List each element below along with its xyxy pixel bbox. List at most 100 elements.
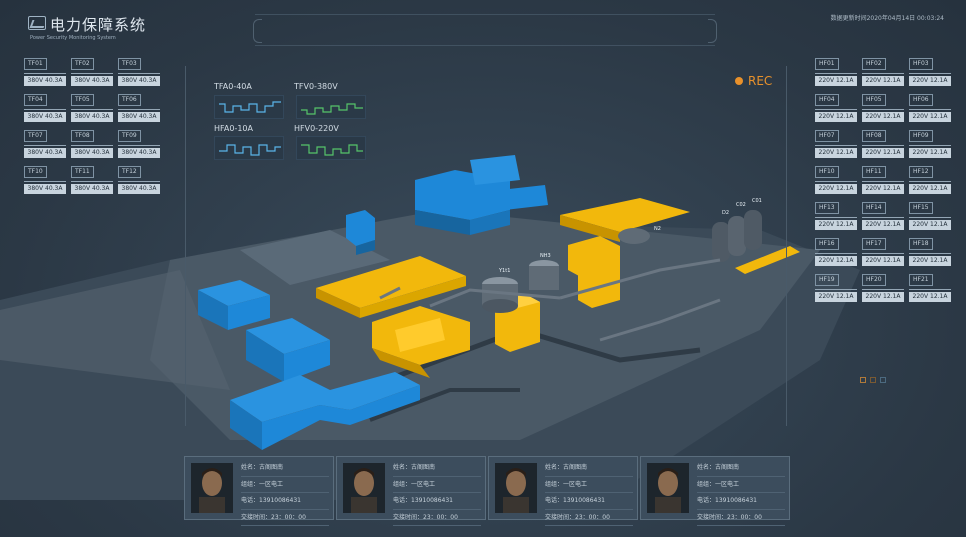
avatar bbox=[191, 463, 233, 513]
indicator-square-icon bbox=[870, 377, 876, 383]
hf-cell[interactable]: HF16 220V 12.1A bbox=[815, 238, 857, 268]
waveform-hfv[interactable] bbox=[296, 136, 366, 160]
waveform-tfv[interactable] bbox=[296, 95, 366, 119]
storage-tank-1[interactable] bbox=[482, 277, 518, 313]
scene-label: NH3 bbox=[540, 253, 551, 259]
tf-cell[interactable]: TF07 380V 40.3A bbox=[24, 130, 66, 160]
tf-value: 380V 40.3A bbox=[24, 145, 66, 158]
hf-value: 220V 12.1A bbox=[862, 73, 904, 86]
blue-tower-left[interactable] bbox=[346, 210, 375, 255]
tf-id: TF01 bbox=[24, 58, 47, 70]
parking-area bbox=[240, 230, 390, 285]
tf-cell[interactable]: TF05 380V 40.3A bbox=[71, 94, 113, 124]
hf-value: 220V 12.1A bbox=[909, 217, 951, 230]
waveform-label: HFV0-220V bbox=[294, 124, 339, 133]
hf-id: HF05 bbox=[862, 94, 886, 106]
scene-label: C01 bbox=[752, 198, 762, 204]
hf-id: HF14 bbox=[862, 202, 886, 214]
blue-building-left-2[interactable] bbox=[246, 318, 330, 382]
logo-icon bbox=[28, 16, 46, 30]
tf-id: TF09 bbox=[118, 130, 141, 142]
hf-cell[interactable]: HF04 220V 12.1A bbox=[815, 94, 857, 124]
tf-cell[interactable]: TF12 380V 40.3A bbox=[118, 166, 160, 196]
hf-cell[interactable]: HF03 220V 12.1A bbox=[909, 58, 951, 88]
personnel-phone: 电话：13910086431 bbox=[545, 493, 633, 510]
plant-3d-view[interactable]: Y1t1 NH3 C02 C01 D2 N2 bbox=[0, 60, 966, 500]
tf-cell[interactable]: TF11 380V 40.3A bbox=[71, 166, 113, 196]
rec-indicator[interactable]: REC bbox=[735, 74, 772, 88]
personnel-group: 组组：一区电工 bbox=[545, 477, 633, 493]
hf-value: 220V 12.1A bbox=[815, 289, 857, 302]
hf-cell[interactable]: HF14 220V 12.1A bbox=[862, 202, 904, 232]
personnel-card[interactable]: 姓名：古阁图南 组组：一区电工 电话：13910086431 交接时间：23：0… bbox=[640, 456, 790, 526]
avatar bbox=[647, 463, 689, 513]
waveform-label: TFA0-40A bbox=[214, 82, 252, 91]
tf-cell[interactable]: TF04 380V 40.3A bbox=[24, 94, 66, 124]
tf-id: TF05 bbox=[71, 94, 94, 106]
hf-id: HF21 bbox=[909, 274, 933, 286]
frame-line-right bbox=[786, 66, 788, 426]
hf-cell[interactable]: HF21 220V 12.1A bbox=[909, 274, 951, 304]
hf-cell[interactable]: HF01 220V 12.1A bbox=[815, 58, 857, 88]
road bbox=[359, 327, 701, 393]
hf-cell[interactable]: HF09 220V 12.1A bbox=[909, 130, 951, 160]
tf-cell[interactable]: TF01 380V 40.3A bbox=[24, 58, 66, 88]
personnel-card[interactable]: 姓名：古阁图南 组组：一区电工 电话：13910086431 交接时间：23：0… bbox=[184, 456, 334, 526]
hf-cell[interactable]: HF07 220V 12.1A bbox=[815, 130, 857, 160]
hf-cell[interactable]: HF19 220V 12.1A bbox=[815, 274, 857, 304]
waveform-tfa[interactable] bbox=[214, 95, 284, 119]
hf-id: HF10 bbox=[815, 166, 839, 178]
personnel-card[interactable]: 姓名：古阁图南 组组：一区电工 电话：13910086431 交接时间：23：0… bbox=[488, 456, 638, 526]
personnel-shift: 交接时间：23：00：00 bbox=[697, 510, 785, 526]
hf-value: 220V 12.1A bbox=[909, 253, 951, 266]
tf-id: TF10 bbox=[24, 166, 47, 178]
hf-cell[interactable]: HF10 220V 12.1A bbox=[815, 166, 857, 196]
storage-tanks-right[interactable] bbox=[618, 210, 762, 262]
hf-cell[interactable]: HF05 220V 12.1A bbox=[862, 94, 904, 124]
waveform-hfa[interactable] bbox=[214, 136, 284, 160]
personnel-shift: 交接时间：23：00：00 bbox=[241, 510, 329, 526]
hf-cell[interactable]: HF12 220V 12.1A bbox=[909, 166, 951, 196]
header-frame bbox=[253, 14, 717, 46]
tf-id: TF07 bbox=[24, 130, 47, 142]
hf-value: 220V 12.1A bbox=[862, 289, 904, 302]
storage-tank-2[interactable] bbox=[529, 260, 559, 290]
tf-cell[interactable]: TF10 380V 40.3A bbox=[24, 166, 66, 196]
yellow-building-roof-left[interactable] bbox=[316, 256, 466, 318]
blue-building-left-1[interactable] bbox=[198, 280, 270, 330]
hf-cell[interactable]: HF17 220V 12.1A bbox=[862, 238, 904, 268]
tf-id: TF02 bbox=[71, 58, 94, 70]
blue-building-left-3[interactable] bbox=[230, 372, 420, 450]
update-time: 数据更新时间2020年04月14日 00:03:24 bbox=[830, 15, 944, 22]
hf-id: HF17 bbox=[862, 238, 886, 250]
personnel-card[interactable]: 姓名：古阁图南 组组：一区电工 电话：13910086431 交接时间：23：0… bbox=[336, 456, 486, 526]
hf-id: HF04 bbox=[815, 94, 839, 106]
hf-cell[interactable]: HF13 220V 12.1A bbox=[815, 202, 857, 232]
personnel-shift: 交接时间：23：00：00 bbox=[545, 510, 633, 526]
hf-cell[interactable]: HF15 220V 12.1A bbox=[909, 202, 951, 232]
tf-cell[interactable]: TF06 380V 40.3A bbox=[118, 94, 160, 124]
hf-value: 220V 12.1A bbox=[815, 109, 857, 122]
hf-cell[interactable]: HF08 220V 12.1A bbox=[862, 130, 904, 160]
hf-cell[interactable]: HF11 220V 12.1A bbox=[862, 166, 904, 196]
tf-id: TF11 bbox=[71, 166, 94, 178]
hf-cell[interactable]: HF02 220V 12.1A bbox=[862, 58, 904, 88]
hf-id: HF01 bbox=[815, 58, 839, 70]
personnel-name: 姓名：古阁图南 bbox=[545, 460, 633, 477]
hf-id: HF02 bbox=[862, 58, 886, 70]
hf-value: 220V 12.1A bbox=[862, 253, 904, 266]
tf-cell[interactable]: TF09 380V 40.3A bbox=[118, 130, 160, 160]
tf-cell[interactable]: TF02 380V 40.3A bbox=[71, 58, 113, 88]
personnel-name: 姓名：古阁图南 bbox=[241, 460, 329, 477]
tf-cell[interactable]: TF08 380V 40.3A bbox=[71, 130, 113, 160]
hf-cell[interactable]: HF06 220V 12.1A bbox=[909, 94, 951, 124]
hf-id: HF03 bbox=[909, 58, 933, 70]
hf-cell[interactable]: HF20 220V 12.1A bbox=[862, 274, 904, 304]
hf-cell[interactable]: HF18 220V 12.1A bbox=[909, 238, 951, 268]
personnel-group: 组组：一区电工 bbox=[697, 477, 785, 493]
blue-building-top[interactable] bbox=[415, 155, 548, 235]
tf-cell[interactable]: TF03 380V 40.3A bbox=[118, 58, 160, 88]
hf-id: HF20 bbox=[862, 274, 886, 286]
yellow-platform-right[interactable] bbox=[735, 246, 800, 274]
yellow-building-cluster[interactable] bbox=[372, 306, 470, 378]
